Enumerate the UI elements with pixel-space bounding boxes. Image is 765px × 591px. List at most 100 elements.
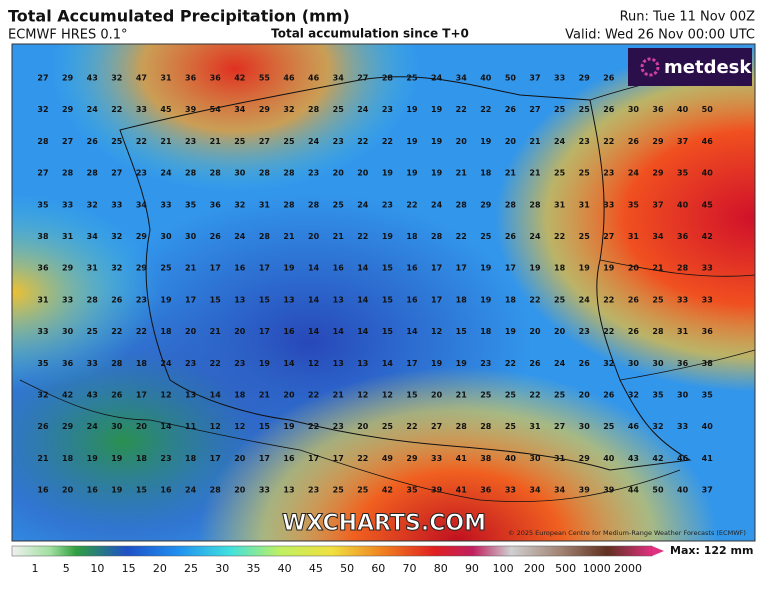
grid-value: 42 <box>234 74 245 83</box>
grid-value: 31 <box>554 200 566 209</box>
grid-value: 26 <box>628 327 640 336</box>
grid-value: 24 <box>87 422 99 431</box>
grid-value: 34 <box>87 232 99 241</box>
grid-value: 30 <box>160 232 172 241</box>
grid-value: 29 <box>480 200 492 209</box>
grid-value: 18 <box>160 327 172 336</box>
grid-value: 13 <box>283 486 294 495</box>
grid-value: 20 <box>431 391 443 400</box>
grid-value: 40 <box>677 200 689 209</box>
grid-value: 35 <box>677 169 689 178</box>
grid-value: 22 <box>480 105 491 114</box>
grid-value: 12 <box>431 327 442 336</box>
grid-value: 16 <box>234 264 246 273</box>
grid-value: 29 <box>652 137 664 146</box>
grid-value: 23 <box>160 454 171 463</box>
grid-value: 35 <box>406 486 418 495</box>
grid-value: 18 <box>234 391 246 400</box>
grid-value: 21 <box>185 264 197 273</box>
grid-value: 27 <box>111 169 122 178</box>
grid-value: 20 <box>628 264 640 273</box>
grid-value: 16 <box>160 486 172 495</box>
grid-value: 25 <box>554 105 566 114</box>
grid-value: 26 <box>579 359 591 368</box>
grid-value: 40 <box>702 422 714 431</box>
grid-value: 25 <box>505 391 517 400</box>
grid-value: 22 <box>210 359 221 368</box>
grid-value: 22 <box>603 137 614 146</box>
grid-value: 22 <box>603 295 614 304</box>
grid-value: 18 <box>136 454 148 463</box>
grid-value: 18 <box>406 232 418 241</box>
grid-value: 22 <box>136 137 147 146</box>
grid-value: 33 <box>111 200 122 209</box>
grid-value: 28 <box>480 422 492 431</box>
grid-value: 19 <box>431 105 443 114</box>
grid-value: 25 <box>87 327 99 336</box>
grid-value: 34 <box>456 74 468 83</box>
grid-value: 12 <box>234 422 245 431</box>
grid-value: 20 <box>579 391 591 400</box>
grid-value: 19 <box>529 264 541 273</box>
grid-value: 42 <box>62 391 73 400</box>
colorbar-label: 35 <box>246 562 260 575</box>
grid-value: 29 <box>652 169 664 178</box>
grid-value: 20 <box>283 391 295 400</box>
grid-value: 37 <box>652 200 663 209</box>
grid-value: 28 <box>652 327 664 336</box>
grid-value: 33 <box>160 200 171 209</box>
grid-value: 20 <box>234 486 246 495</box>
grid-value: 20 <box>62 486 74 495</box>
grid-value: 19 <box>431 137 443 146</box>
grid-value: 22 <box>505 359 516 368</box>
grid-value: 40 <box>702 169 714 178</box>
grid-value: 24 <box>185 486 197 495</box>
grid-value: 44 <box>628 486 640 495</box>
grid-value: 28 <box>259 232 271 241</box>
grid-value: 32 <box>628 391 639 400</box>
grid-value: 29 <box>62 422 74 431</box>
grid-value: 23 <box>185 359 196 368</box>
grid-value: 33 <box>677 295 688 304</box>
grid-value: 36 <box>210 200 222 209</box>
grid-value: 35 <box>185 200 197 209</box>
grid-value: 22 <box>136 327 147 336</box>
grid-value: 14 <box>333 327 345 336</box>
grid-value: 24 <box>357 105 369 114</box>
grid-value: 43 <box>87 74 98 83</box>
grid-value: 26 <box>603 105 615 114</box>
grid-value: 31 <box>628 232 640 241</box>
grid-value: 18 <box>136 359 148 368</box>
grid-value: 23 <box>382 105 393 114</box>
grid-value: 20 <box>554 327 566 336</box>
grid-value: 25 <box>652 295 664 304</box>
grid-value: 24 <box>308 137 320 146</box>
grid-value: 36 <box>677 359 689 368</box>
colorbar <box>11 545 653 557</box>
grid-value: 42 <box>382 486 393 495</box>
grid-value: 21 <box>529 137 541 146</box>
grid-value: 23 <box>308 486 319 495</box>
grid-value: 40 <box>677 486 689 495</box>
grid-value: 14 <box>308 264 320 273</box>
grid-value: 17 <box>259 264 270 273</box>
grid-value: 32 <box>111 264 122 273</box>
valid-label: Valid: Wed 26 Nov 00:00 UTC <box>565 28 755 43</box>
grid-value: 20 <box>357 169 369 178</box>
grid-value: 23 <box>382 200 393 209</box>
grid-value: 30 <box>579 422 591 431</box>
grid-value: 26 <box>529 359 541 368</box>
grid-value: 14 <box>357 264 369 273</box>
grid-value: 31 <box>554 454 566 463</box>
grid-value: 26 <box>37 422 49 431</box>
grid-value: 46 <box>677 454 689 463</box>
grid-value: 33 <box>677 422 688 431</box>
max-label: Max: 122 mm <box>670 544 753 557</box>
grid-value: 25 <box>554 295 566 304</box>
grid-value: 25 <box>111 137 123 146</box>
grid-value: 14 <box>308 295 320 304</box>
grid-value: 24 <box>554 359 566 368</box>
grid-value: 14 <box>357 295 369 304</box>
